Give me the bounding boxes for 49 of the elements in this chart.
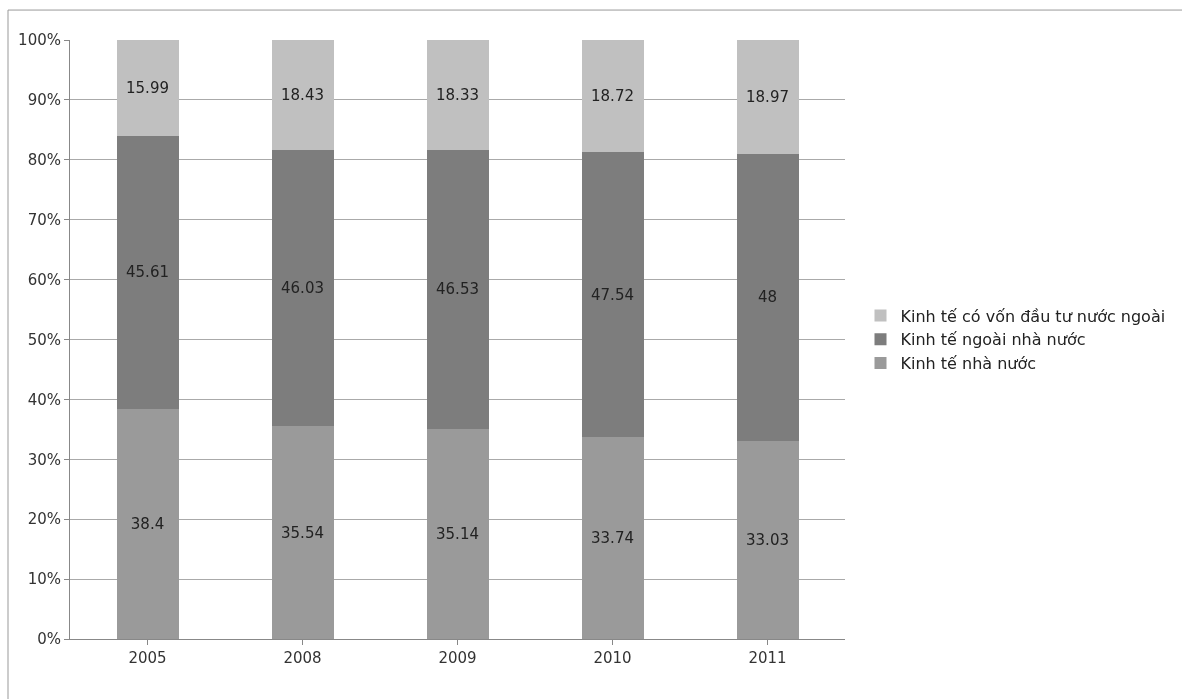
- bar: [426, 428, 489, 639]
- bar: [736, 153, 799, 442]
- data-label: 46.03: [281, 279, 324, 298]
- legend-label: Kinh tế ngoài nhà nước: [900, 330, 1086, 350]
- y-tick-label: 90%: [27, 91, 61, 110]
- bar: [581, 152, 644, 437]
- y-tick-label: 40%: [27, 390, 61, 409]
- y-tick-label: 20%: [27, 510, 61, 529]
- bar: [116, 40, 179, 136]
- bar: [581, 40, 644, 153]
- data-label: 18.97: [746, 87, 789, 106]
- bar: [116, 135, 179, 409]
- bar: [426, 149, 489, 429]
- bar: [736, 40, 799, 154]
- data-label: 45.61: [126, 263, 169, 282]
- data-label: 35.14: [436, 524, 479, 543]
- y-tick-label: 0%: [37, 630, 61, 649]
- y-tick-label: 50%: [27, 330, 61, 349]
- y-tick-label: 30%: [27, 450, 61, 469]
- bar: [736, 441, 799, 639]
- x-tick-label: 2011: [748, 649, 787, 667]
- bar: [581, 436, 644, 639]
- data-label: 33.74: [591, 528, 634, 547]
- data-label: 18.72: [591, 87, 634, 106]
- x-tick-label: 2009: [438, 649, 477, 667]
- x-tick-label: 2005: [128, 649, 167, 667]
- y-tick-label: 60%: [27, 270, 61, 289]
- legend-label: Kinh tế nhà nước: [900, 354, 1037, 374]
- data-label: 47.54: [591, 285, 634, 304]
- data-label: 35.54: [281, 523, 324, 542]
- data-label: 18.33: [436, 85, 479, 104]
- data-label: 46.53: [436, 280, 479, 299]
- y-tick-label: 80%: [27, 151, 61, 170]
- data-label: 33.03: [746, 531, 789, 550]
- data-label: 15.99: [126, 78, 169, 97]
- legend-label: Kinh tế có vốn đầu tư nước ngoài: [900, 306, 1166, 326]
- y-tick-label: 70%: [27, 210, 61, 229]
- bar: [426, 40, 489, 150]
- bar: [271, 150, 334, 427]
- data-label: 18.43: [281, 86, 324, 105]
- y-tick-label: 10%: [27, 570, 61, 589]
- bar: [271, 40, 334, 151]
- data-label: 48: [757, 288, 778, 307]
- x-tick-label: 2008: [283, 649, 322, 667]
- bar: [116, 408, 179, 639]
- data-label: 38.4: [130, 514, 165, 533]
- x-tick-label: 2010: [593, 649, 632, 667]
- y-tick-label: 100%: [18, 31, 61, 50]
- bar: [271, 426, 334, 639]
